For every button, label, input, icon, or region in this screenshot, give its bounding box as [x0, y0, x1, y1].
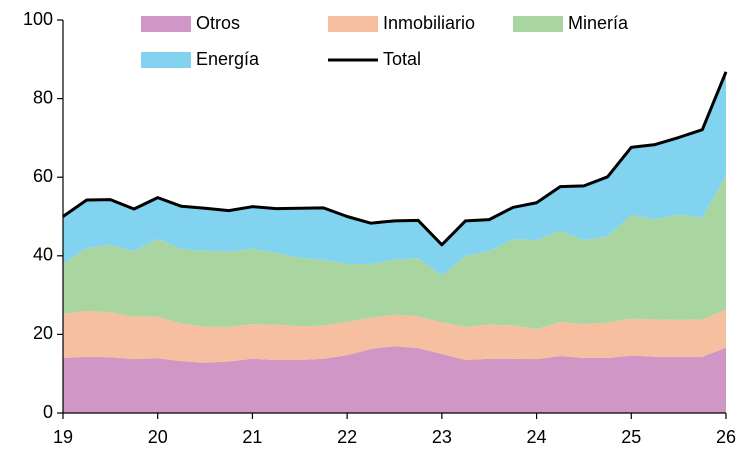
legend-swatch: [141, 16, 191, 32]
x-tick-label: 23: [432, 427, 452, 447]
total-line: [62, 71, 728, 247]
area: [63, 346, 726, 413]
y-tick-label: 80: [33, 87, 53, 107]
area: [63, 71, 726, 276]
legend-label: Minería: [568, 13, 629, 33]
legend-swatch: [513, 16, 563, 32]
x-tick-label: 22: [337, 427, 357, 447]
x-tick-label: 21: [242, 427, 262, 447]
y-tick-label: 100: [23, 9, 53, 29]
x-tick-label: 25: [621, 427, 641, 447]
legend-swatch: [141, 52, 191, 68]
y-tick-label: 60: [33, 166, 53, 186]
x-tick-label: 19: [53, 427, 73, 447]
y-tick-label: 0: [43, 402, 53, 422]
legend-label: Total: [383, 49, 421, 69]
legend-swatch: [328, 16, 378, 32]
y-tick-label: 40: [33, 245, 53, 265]
area: [63, 175, 726, 330]
x-tick-label: 24: [527, 427, 547, 447]
legend-label: Otros: [196, 13, 240, 33]
x-tick-label: 26: [716, 427, 736, 447]
area: [63, 309, 726, 363]
x-tick-label: 20: [148, 427, 168, 447]
legend-label: Inmobiliario: [383, 13, 475, 33]
y-tick-label: 20: [33, 323, 53, 343]
legend-label: Energía: [196, 49, 260, 69]
